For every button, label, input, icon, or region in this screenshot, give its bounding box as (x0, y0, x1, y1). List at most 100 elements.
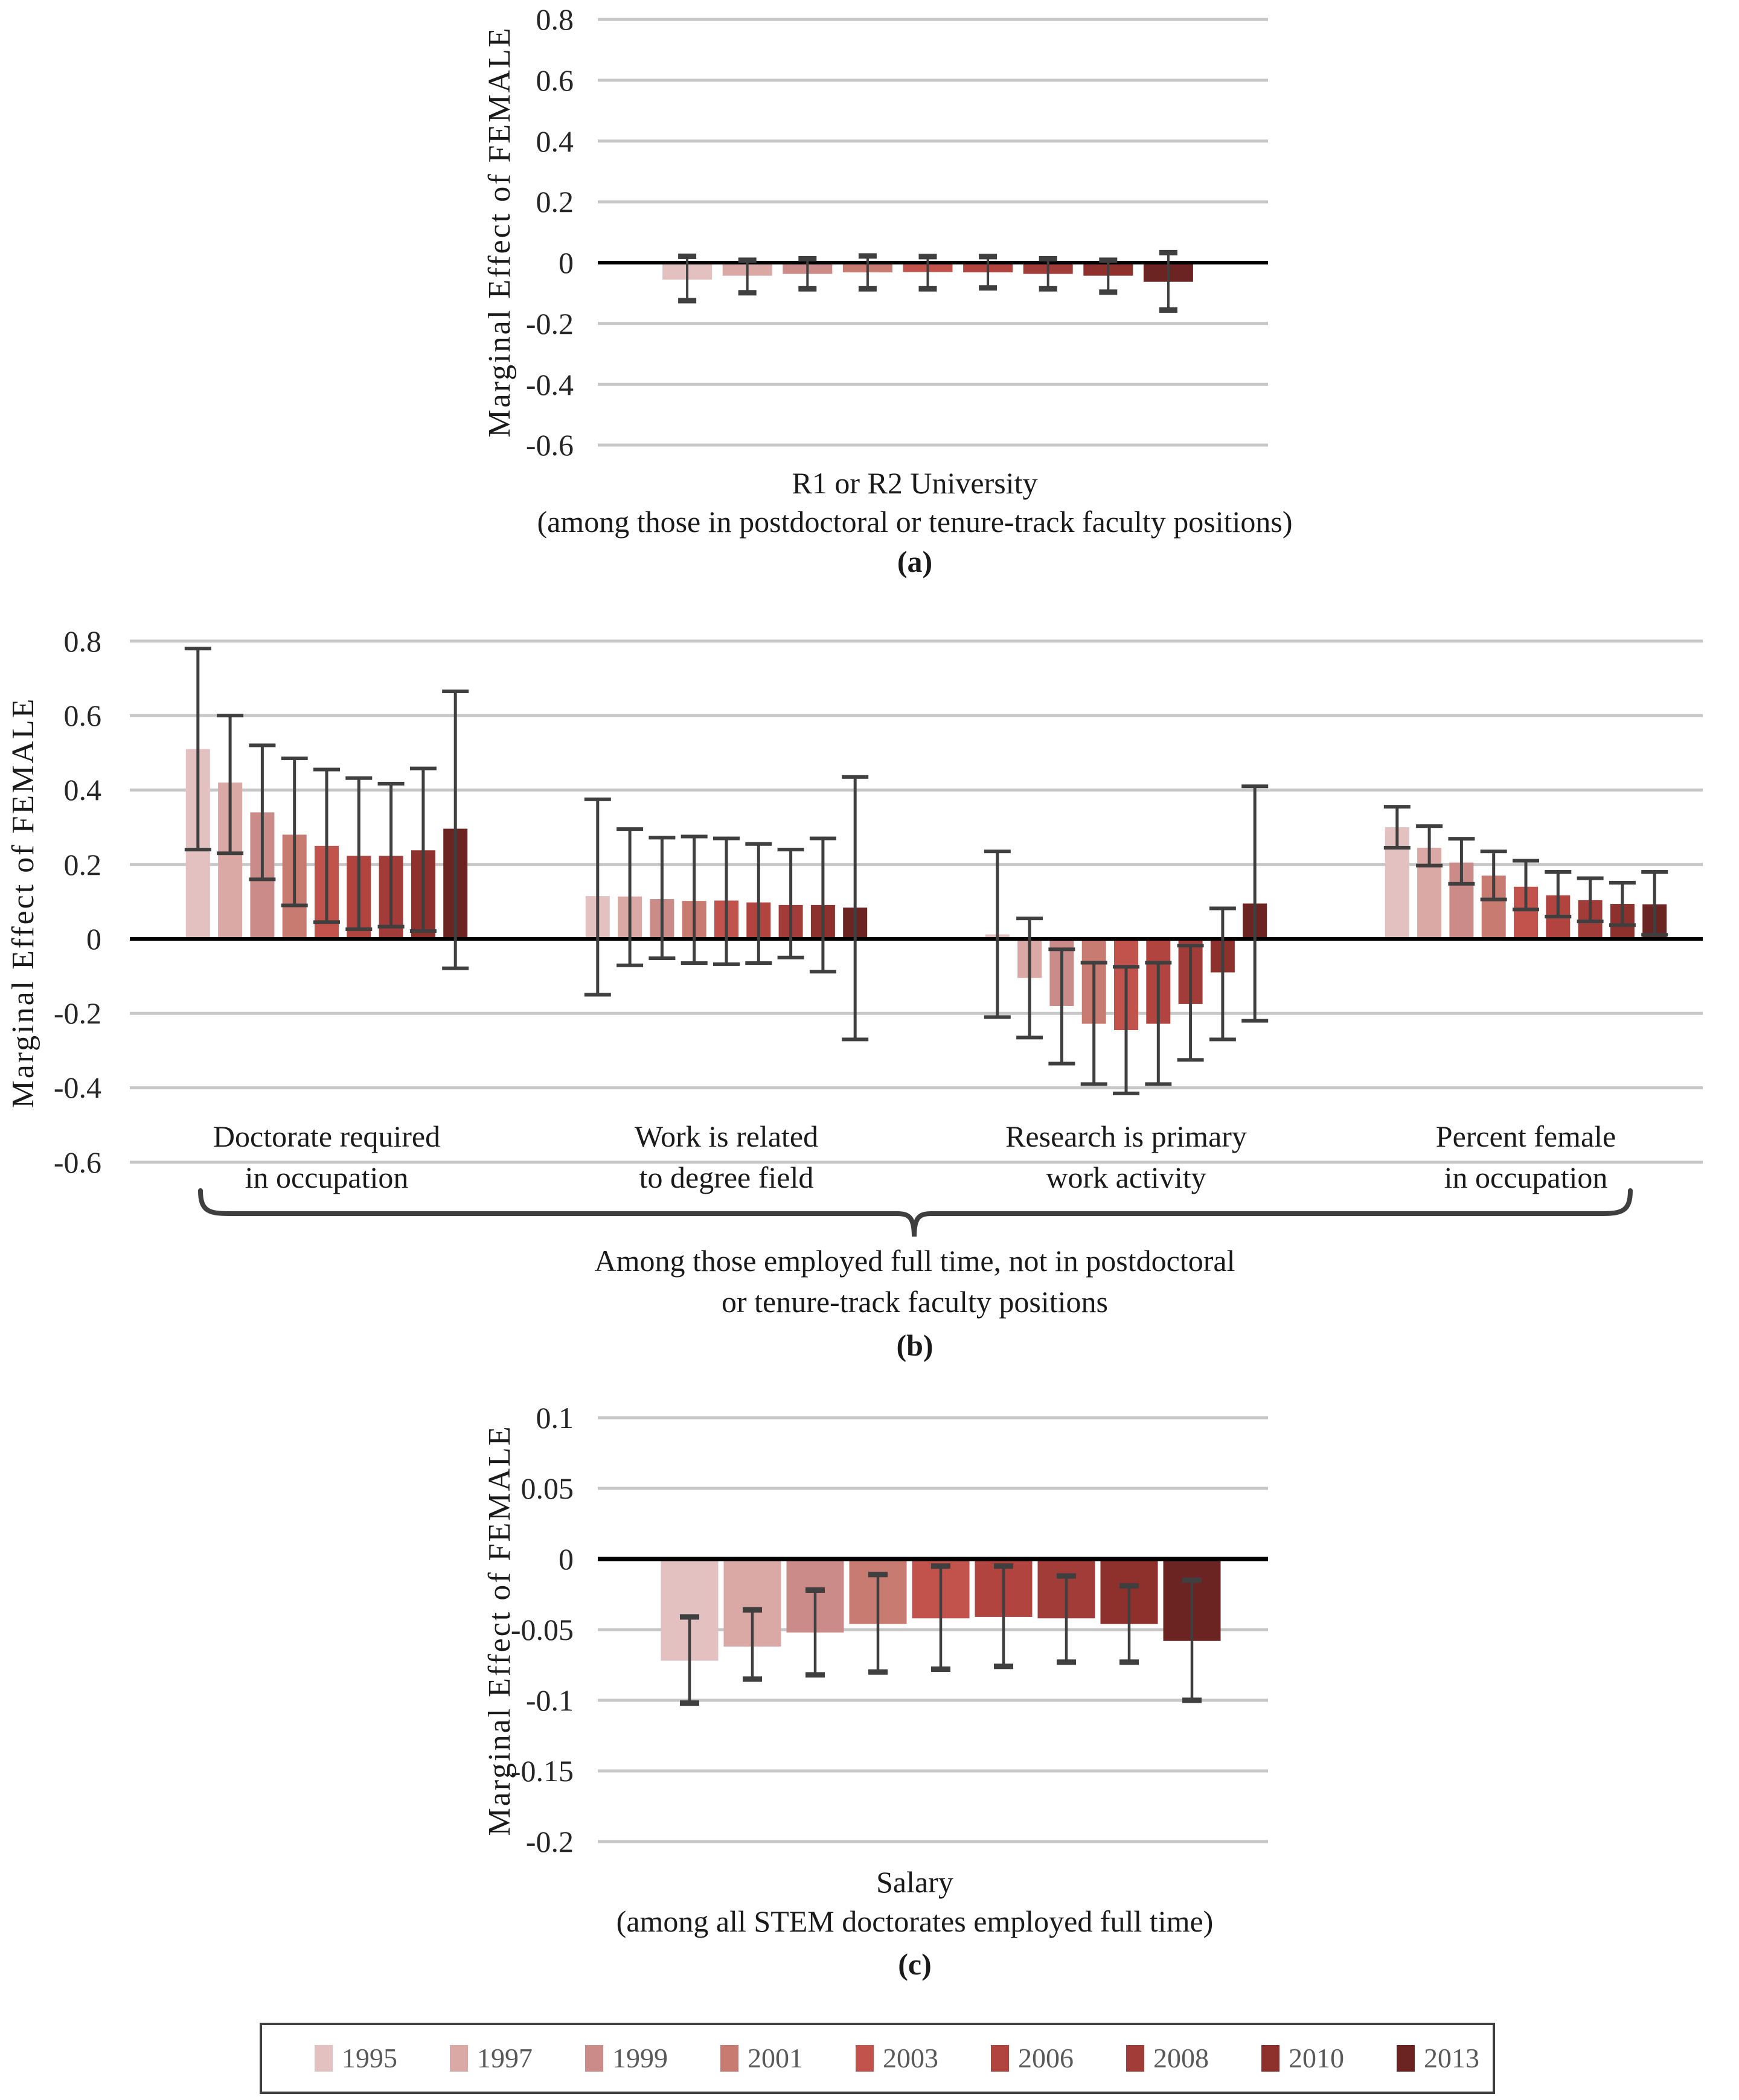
error-bar-cap-bottom (1145, 1082, 1172, 1086)
error-bar-cap-bottom (1641, 933, 1668, 937)
error-bar-cap-bottom (1513, 908, 1539, 912)
error-bar-cap-top (1480, 850, 1507, 854)
legend-label: 2006 (1018, 2043, 1074, 2073)
gridline (598, 382, 1268, 386)
error-bar-cap-bottom (1039, 286, 1057, 292)
error-bar-cap-top (184, 647, 211, 651)
error-bar-cap-bottom (918, 286, 937, 292)
error-bar-cap-top (649, 836, 676, 840)
legend-item: 1997 (450, 2044, 585, 2072)
error-bar-line (357, 778, 360, 929)
error-bar-cap-top (994, 1563, 1013, 1569)
error-bar-cap-top (738, 257, 757, 263)
legend-label: 2013 (1424, 2043, 1479, 2073)
y-tick-label: -0.15 (510, 1754, 574, 1788)
error-bar-cap-top (281, 756, 308, 760)
error-bar-line (1046, 258, 1049, 289)
error-bar-cap-top (842, 775, 869, 779)
error-bar-line (876, 1574, 880, 1673)
y-tick-label: -0.6 (53, 1145, 101, 1179)
error-bar-line (1002, 1566, 1005, 1666)
y-tick-label: 0 (86, 922, 101, 956)
group-label-line: Percent female (1435, 1119, 1616, 1153)
gridline (130, 1086, 1703, 1090)
error-bar-cap-bottom (1416, 863, 1443, 868)
error-bar-cap-top (1039, 255, 1057, 261)
y-tick-label: 0.1 (536, 1401, 574, 1435)
error-bar-line (628, 829, 632, 965)
error-bar-cap-bottom (680, 1700, 699, 1706)
error-bar-line (757, 844, 760, 964)
error-bar-line (1492, 851, 1496, 900)
error-bar-cap-bottom (377, 924, 405, 929)
error-bar-line (1060, 949, 1063, 1064)
error-bar-cap-top (713, 836, 740, 840)
error-bar-cap-top (743, 1607, 762, 1613)
error-bar-cap-bottom (805, 1672, 825, 1678)
group-label-line: work activity (1046, 1160, 1206, 1194)
error-bar-cap-bottom (1609, 923, 1636, 927)
error-bar-cap-top (584, 797, 611, 801)
legend-swatch-2006 (991, 2045, 1009, 2072)
error-bar-cap-bottom (1057, 1659, 1076, 1665)
error-bar-line (1190, 1580, 1194, 1700)
error-bar-line (821, 838, 825, 972)
error-bar-cap-bottom (1545, 915, 1572, 919)
error-bar-cap-top (345, 776, 373, 780)
error-bar-line (725, 838, 728, 964)
y-tick-label: -0.6 (525, 428, 574, 462)
error-bar-cap-top (1016, 917, 1043, 921)
error-bar-line (260, 745, 264, 880)
y-tick-label: 0.6 (63, 699, 102, 732)
legend-item: 2008 (1126, 2044, 1261, 2072)
brace-annotation-line: or tenure-track faculty positions (721, 1285, 1109, 1319)
error-bar-cap-top (1145, 961, 1172, 965)
error-bar-cap-top (1113, 965, 1139, 969)
error-bar-cap-bottom (1480, 897, 1507, 901)
error-bar-cap-bottom (313, 920, 340, 924)
gridline (598, 1840, 1268, 1843)
error-bar-cap-top (984, 850, 1011, 854)
error-bar-line (1221, 908, 1225, 1040)
error-bar-cap-top (678, 253, 697, 259)
group-label-line: in occupation (245, 1160, 409, 1194)
y-tick-label: 0 (559, 1542, 574, 1576)
error-bar-cap-top (409, 766, 437, 770)
error-bar-cap-bottom (1159, 307, 1177, 313)
panel-c-label: (c) (898, 1947, 932, 1981)
error-bar-cap-bottom (345, 927, 373, 931)
error-bar-line (1065, 1576, 1068, 1662)
panel-c-title: Salary (876, 1865, 953, 1899)
error-bar-line (1167, 252, 1170, 310)
error-bar-cap-top (249, 743, 276, 747)
legend-swatch-1995 (315, 2045, 333, 2072)
error-bar-cap-bottom (713, 962, 740, 966)
error-bar-cap-bottom (1119, 1659, 1139, 1665)
error-bar-line (1092, 962, 1096, 1084)
error-bar-cap-bottom (1177, 1058, 1204, 1062)
legend-item: 2006 (991, 2044, 1126, 2072)
legend-label: 2001 (748, 2043, 803, 2073)
y-tick-label: 0.8 (536, 2, 574, 36)
y-tick-label: 0.2 (536, 185, 574, 219)
error-bar-line (1124, 967, 1128, 1093)
error-bar-cap-top (1448, 837, 1475, 841)
panel-b-y-axis-title: Marginal Effect of FEMALE (6, 697, 40, 1109)
gridline (598, 322, 1268, 325)
gridline (130, 863, 1703, 866)
legend-label: 2003 (883, 2043, 938, 2073)
error-bar-cap-bottom (1577, 920, 1604, 924)
error-bar-line (421, 768, 425, 932)
error-bar-line (686, 256, 689, 301)
error-bar-cap-bottom (1016, 1036, 1043, 1040)
legend-item: 2010 (1261, 2044, 1397, 2072)
zero-axis-line (598, 261, 1268, 264)
panel-a-label: (a) (897, 545, 933, 578)
error-bar-line (1395, 807, 1399, 848)
legend-swatch-2013 (1397, 2045, 1415, 2072)
error-bar-cap-bottom (798, 286, 817, 292)
y-tick-label: -0.2 (525, 307, 574, 341)
gridline (598, 18, 1268, 21)
error-bar-cap-top (616, 827, 644, 831)
legend-label: 1995 (342, 2043, 397, 2073)
